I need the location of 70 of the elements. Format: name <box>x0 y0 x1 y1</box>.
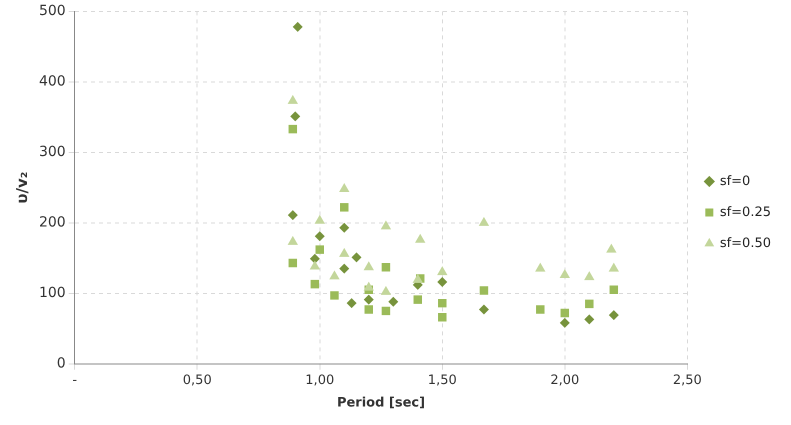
point <box>288 94 298 104</box>
point <box>288 210 298 220</box>
point <box>364 261 374 270</box>
point <box>535 262 546 272</box>
point <box>352 252 362 262</box>
y-axis-title: υ/v₂ <box>12 172 31 204</box>
point <box>437 266 448 276</box>
point <box>288 236 298 245</box>
point <box>606 244 617 253</box>
point <box>480 286 488 295</box>
point <box>437 277 448 288</box>
point <box>412 274 423 283</box>
y-tick-label: 200 <box>38 214 66 230</box>
point <box>310 280 320 288</box>
point <box>608 262 619 272</box>
legend-label: sf=0 <box>720 174 750 189</box>
x-tick-label: 2,50 <box>672 372 702 388</box>
point <box>610 286 618 294</box>
point <box>314 231 325 242</box>
point <box>329 270 340 280</box>
point <box>339 183 350 192</box>
point <box>364 305 374 314</box>
point <box>288 258 298 268</box>
point <box>608 310 619 320</box>
x-tick-label: 1,00 <box>305 372 334 388</box>
x-tick-label: 2,00 <box>550 372 580 388</box>
point <box>310 260 320 270</box>
point <box>560 308 570 318</box>
point <box>388 296 398 307</box>
point <box>339 264 350 274</box>
point <box>585 300 594 308</box>
point <box>414 295 422 304</box>
point <box>310 254 320 264</box>
point <box>330 291 339 300</box>
y-tick-label: 400 <box>38 74 66 90</box>
legend-label: sf=0.50 <box>720 236 771 251</box>
point <box>560 318 570 328</box>
point <box>339 222 350 233</box>
point <box>314 214 325 224</box>
point <box>364 282 374 291</box>
point <box>560 268 570 278</box>
point <box>339 248 350 257</box>
point <box>380 286 392 295</box>
point <box>340 203 349 212</box>
point <box>382 263 390 272</box>
point <box>438 298 447 308</box>
point <box>415 234 426 243</box>
point <box>536 305 545 314</box>
point <box>584 271 594 280</box>
point <box>292 22 303 32</box>
point <box>478 304 489 315</box>
point <box>380 220 392 230</box>
y-tick-label: 100 <box>38 284 66 301</box>
legend-label: sf=0.25 <box>720 204 771 220</box>
y-tick-label: 500 <box>38 3 66 20</box>
point <box>364 294 374 305</box>
point <box>346 298 357 308</box>
point <box>584 314 594 324</box>
point <box>382 306 390 316</box>
x-axis-title: Period [sec] <box>336 396 426 411</box>
point <box>438 313 447 322</box>
x-tick-label: 1,50 <box>428 372 457 388</box>
point <box>288 124 298 134</box>
x-tick-label: 0,50 <box>182 372 212 388</box>
y-tick-label: 300 <box>38 144 66 160</box>
y-tick-label: 0 <box>56 355 66 372</box>
point <box>290 111 300 122</box>
x-tick-label: - <box>72 372 78 388</box>
point <box>316 245 324 254</box>
point <box>478 216 490 226</box>
